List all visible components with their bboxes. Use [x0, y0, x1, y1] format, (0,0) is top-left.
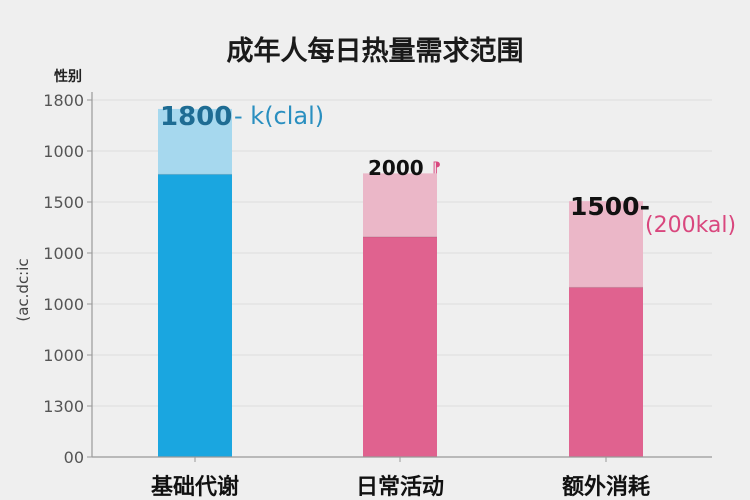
data-label-value: 1800	[160, 102, 232, 132]
axes	[91, 92, 712, 462]
y-tick-label: 1000	[43, 346, 84, 365]
bar-base	[363, 236, 437, 457]
chart-title: 成年人每日热量需求范围	[227, 35, 524, 67]
category-label: 日常活动	[356, 474, 444, 500]
category-label: 额外消耗	[562, 474, 650, 500]
data-label-unit: (200kal)	[645, 213, 736, 238]
y-axis-side-label: (ac.dc:ic	[14, 258, 32, 321]
bar-base	[158, 174, 232, 457]
data-labels: 1800- k(clal) 2000 ⁋ 1500-(200kal)	[160, 102, 736, 238]
y-tick-label: 1300	[43, 397, 84, 416]
bar-top	[363, 173, 437, 237]
y-tick-label: 1000	[43, 142, 84, 161]
category-label: 基础代谢	[151, 474, 239, 500]
y-tick-label: 1500	[43, 193, 84, 212]
bar-top	[569, 201, 643, 288]
y-tick-label: 1000	[43, 244, 84, 263]
data-label-unit: - k(clal)	[234, 102, 324, 130]
x-axis-categories: 基础代谢 日常活动 额外消耗	[151, 474, 650, 500]
bars	[158, 108, 643, 457]
y-tick-label: 1000	[43, 295, 84, 314]
y-axis-ticks: 00 1300 1000 1000 1000 1500 1000 1800	[43, 91, 92, 467]
data-label-value: 1500-	[570, 192, 650, 221]
y-axis-top-label: 性别	[54, 68, 82, 85]
bar-base	[569, 287, 643, 457]
y-tick-label: 00	[64, 448, 84, 467]
bar-top	[158, 108, 232, 175]
data-label-mark: ⁋	[432, 160, 441, 176]
data-label-value: 2000	[368, 156, 424, 180]
y-tick-label: 1800	[43, 91, 84, 110]
